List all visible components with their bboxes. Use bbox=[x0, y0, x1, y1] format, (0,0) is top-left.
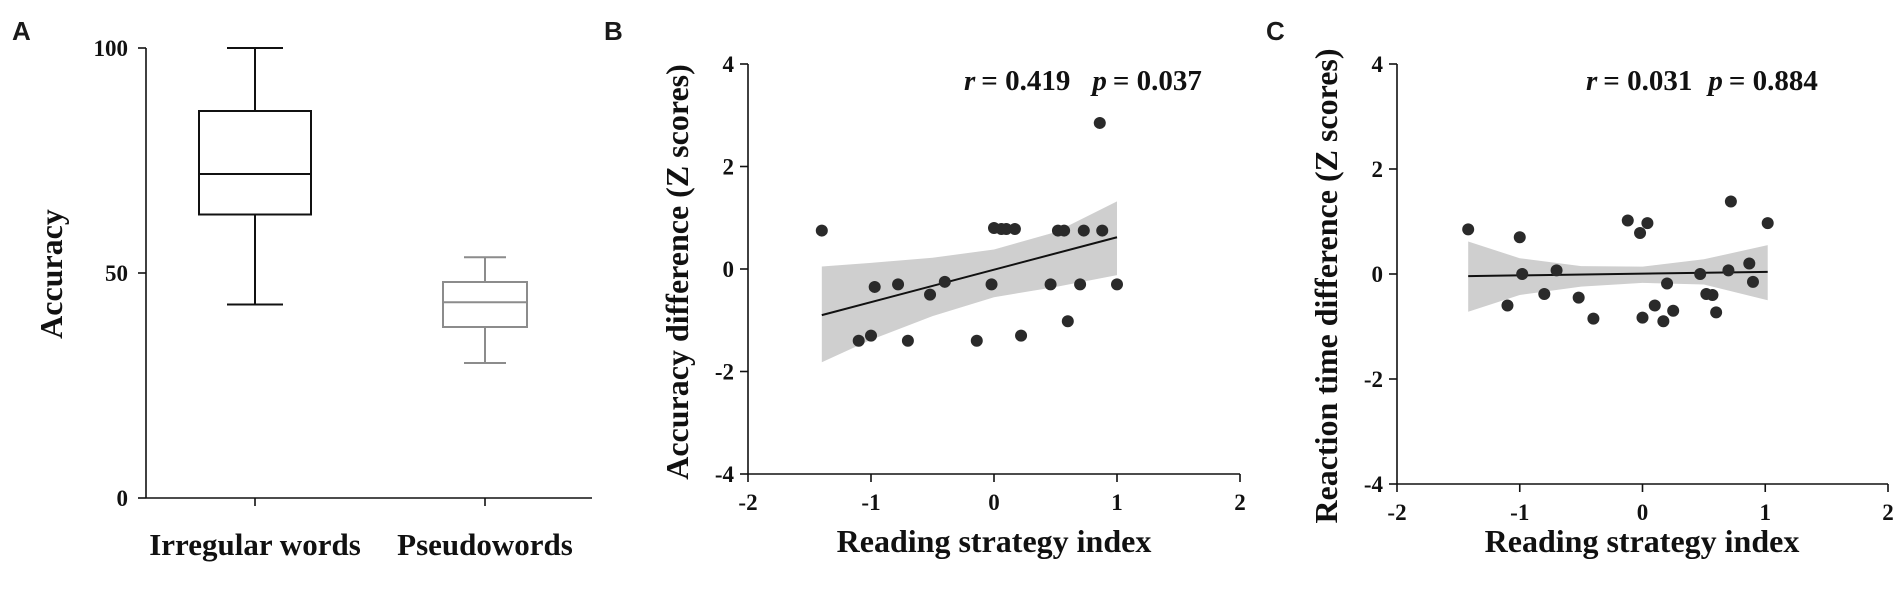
y-tick-label: -4 bbox=[715, 462, 735, 487]
data-point bbox=[1648, 299, 1661, 312]
data-point bbox=[865, 329, 877, 342]
x-tick-label: 2 bbox=[1234, 490, 1246, 515]
data-point bbox=[1661, 277, 1674, 290]
data-point bbox=[1621, 214, 1634, 227]
data-point bbox=[1074, 278, 1087, 291]
y-tick-label: 4 bbox=[1372, 52, 1384, 77]
data-point bbox=[1516, 268, 1529, 280]
data-point bbox=[1761, 217, 1774, 230]
data-point bbox=[1044, 278, 1057, 291]
x-tick-label: 0 bbox=[988, 490, 1000, 515]
data-point bbox=[1093, 116, 1106, 129]
data-point bbox=[1706, 289, 1719, 301]
data-point bbox=[852, 334, 865, 347]
x-axis-title: Reading strategy index bbox=[837, 523, 1152, 559]
data-point bbox=[985, 278, 998, 291]
data-point bbox=[1462, 223, 1475, 236]
data-point bbox=[1724, 195, 1737, 208]
y-tick-label: 2 bbox=[723, 155, 735, 180]
stats-annotation: r = 0.419 p = 0.037 bbox=[964, 65, 1202, 97]
data-point bbox=[1058, 224, 1071, 237]
data-point bbox=[901, 334, 914, 347]
data-point bbox=[924, 288, 937, 301]
x-tick-label: 1 bbox=[1111, 490, 1123, 515]
x-tick-label: 1 bbox=[1760, 500, 1772, 525]
data-point bbox=[938, 275, 951, 288]
y-tick-label: 0 bbox=[117, 486, 129, 511]
data-point bbox=[1061, 315, 1074, 328]
data-point bbox=[1587, 312, 1600, 325]
data-point bbox=[1111, 278, 1123, 291]
data-point bbox=[1513, 231, 1526, 244]
data-point bbox=[1501, 299, 1514, 312]
data-point bbox=[892, 278, 905, 291]
data-point bbox=[1008, 223, 1021, 236]
data-point bbox=[1667, 304, 1680, 317]
y-tick-label: -2 bbox=[715, 360, 734, 385]
data-point bbox=[868, 280, 881, 293]
data-point bbox=[1722, 264, 1735, 277]
p-value: = 0.884 bbox=[1729, 65, 1818, 97]
x-tick-label: -1 bbox=[861, 490, 880, 515]
x-tick-label: -2 bbox=[738, 490, 757, 515]
x-tick-label: 2 bbox=[1882, 500, 1894, 525]
data-point bbox=[1746, 275, 1759, 288]
y-tick-label: -2 bbox=[1364, 367, 1383, 392]
data-point bbox=[1015, 329, 1028, 342]
panel-c-scatter: Reaction time difference (Z scores) Read… bbox=[1308, 48, 1894, 559]
box-iqr bbox=[198, 110, 312, 216]
p-symbol: p bbox=[1089, 65, 1107, 97]
p-symbol: p bbox=[1705, 65, 1723, 97]
data-point bbox=[1538, 287, 1551, 300]
category-label-pseudowords: Pseudowords bbox=[397, 527, 573, 562]
panel-b-scatter: Accuracy difference (Z scores) Reading s… bbox=[659, 52, 1246, 559]
data-point bbox=[970, 334, 983, 347]
x-tick-label: 0 bbox=[1637, 500, 1649, 525]
stats-annotation: r = 0.031 p = 0.884 bbox=[1586, 65, 1818, 97]
data-point bbox=[1096, 224, 1109, 237]
y-tick-label: -4 bbox=[1364, 472, 1384, 497]
data-point bbox=[1710, 306, 1723, 319]
panel-letter-a: A bbox=[12, 16, 31, 46]
data-point bbox=[1657, 315, 1670, 328]
panel-letter-c: C bbox=[1266, 16, 1285, 46]
data-point bbox=[815, 224, 828, 237]
data-point bbox=[1000, 223, 1013, 236]
panel-letter-b: B bbox=[604, 16, 623, 46]
r-symbol: r bbox=[1586, 65, 1598, 97]
box-iqr bbox=[442, 281, 528, 328]
y-tick-label: 100 bbox=[94, 36, 129, 61]
x-tick-label: -2 bbox=[1387, 500, 1406, 525]
data-point bbox=[1641, 217, 1654, 230]
data-point bbox=[1636, 311, 1649, 324]
r-value: = 0.031 bbox=[1603, 65, 1692, 97]
p-value: = 0.037 bbox=[1113, 65, 1202, 97]
data-point bbox=[1077, 224, 1090, 237]
y-axis-title: Reaction time difference (Z scores) bbox=[1308, 48, 1344, 523]
data-point bbox=[1743, 257, 1756, 270]
y-tick-label: 0 bbox=[723, 257, 735, 282]
y-tick-label: 4 bbox=[723, 52, 735, 77]
y-axis-title: Accuracy difference (Z scores) bbox=[659, 64, 695, 480]
data-point bbox=[1572, 291, 1585, 304]
y-tick-label: 2 bbox=[1372, 157, 1384, 182]
r-symbol: r bbox=[964, 65, 976, 97]
category-label-irregular: Irregular words bbox=[149, 527, 361, 562]
x-tick-label: -1 bbox=[1510, 500, 1529, 525]
r-value: = 0.419 bbox=[981, 65, 1070, 97]
data-point bbox=[1694, 268, 1707, 280]
confidence-band bbox=[821, 201, 1117, 363]
panel-a-boxplot: Accuracy Irregular words Pseudowords 0 50… bbox=[33, 36, 592, 562]
data-point bbox=[1634, 227, 1647, 240]
y-axis-title: Accuracy bbox=[33, 209, 69, 339]
regression-line bbox=[821, 236, 1118, 317]
x-axis-title: Reading strategy index bbox=[1485, 523, 1800, 559]
y-tick-label: 0 bbox=[1372, 262, 1384, 287]
confidence-band bbox=[1468, 241, 1768, 312]
y-tick-label: 50 bbox=[105, 261, 128, 286]
data-point bbox=[1550, 264, 1563, 277]
